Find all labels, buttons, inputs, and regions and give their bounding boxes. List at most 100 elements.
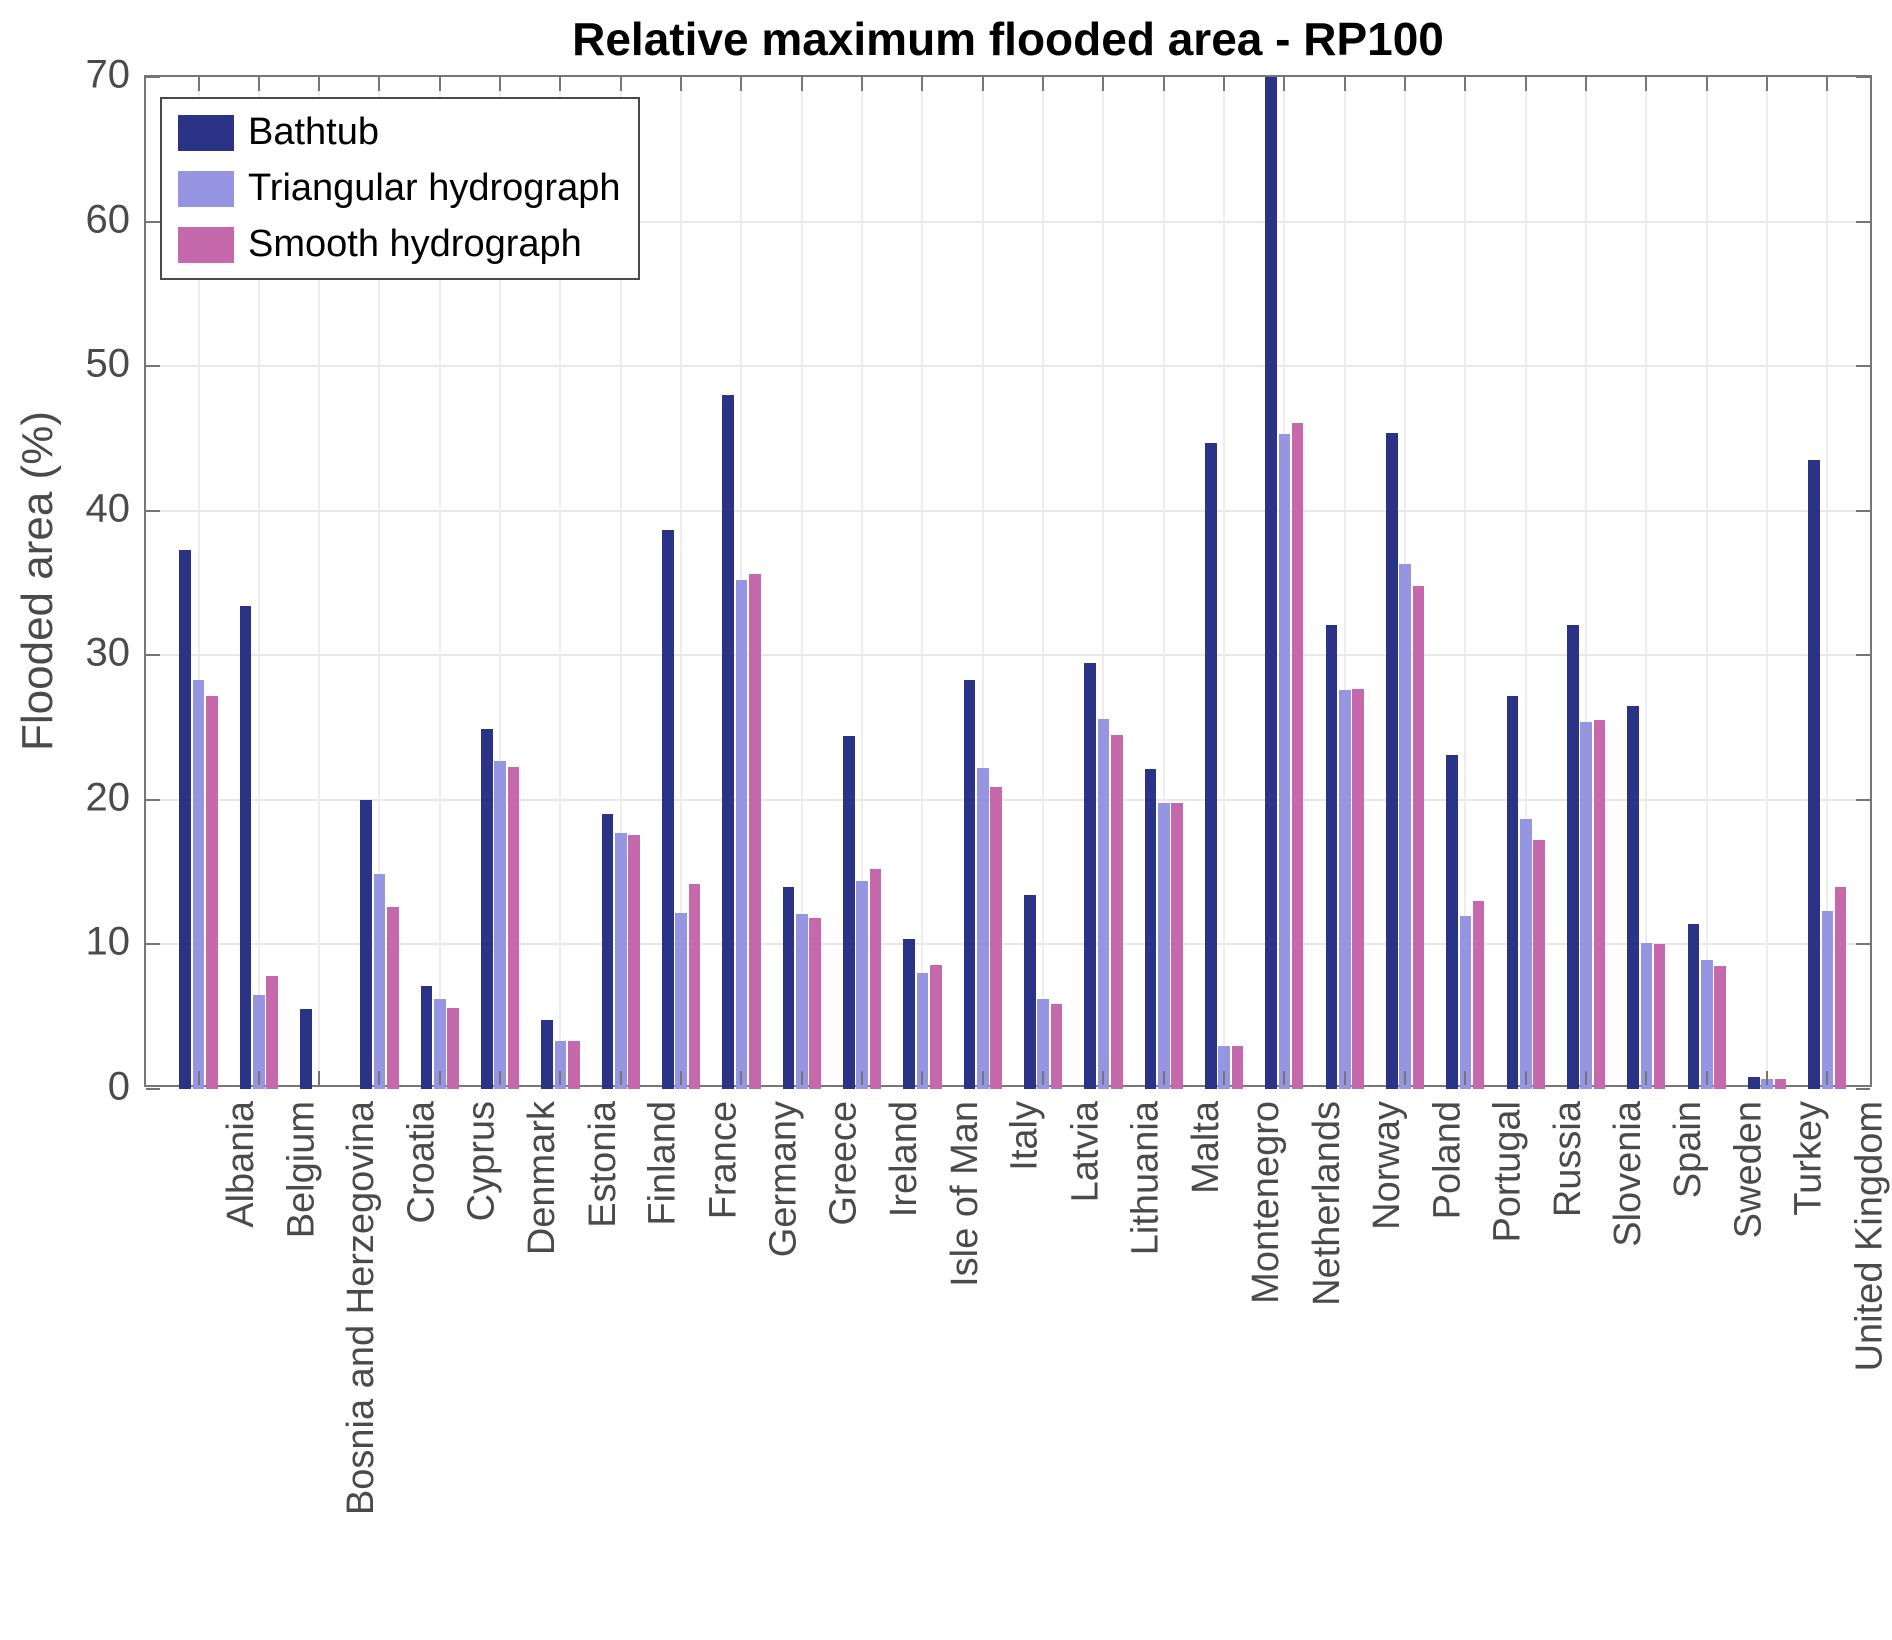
bar-smooth-hydrograph <box>387 906 399 1089</box>
legend-swatch-triangular <box>178 170 234 207</box>
x-tick-mark-top <box>1585 77 1588 91</box>
y-tick-label: 40 <box>85 486 131 531</box>
bar-triangular-hydrograph <box>1821 911 1834 1089</box>
x-tick-label-text: Latvia <box>1064 1101 1107 1203</box>
x-tick-mark-top <box>1705 77 1708 91</box>
bar-triangular-hydrograph <box>735 580 748 1089</box>
x-tick-label-text: Slovenia <box>1607 1101 1650 1247</box>
bar-bathtub <box>1144 769 1157 1089</box>
gridline-v <box>257 77 260 1085</box>
y-tick-mark-right <box>1856 1088 1870 1090</box>
y-tick-mark <box>146 1088 160 1090</box>
y-tick-label: 70 <box>85 52 131 97</box>
x-tick-label-text: Albania <box>219 1101 262 1228</box>
y-tick-mark-right <box>1856 654 1870 657</box>
bar-bathtub <box>843 736 855 1089</box>
legend-item-triangular: Triangular hydrograph <box>178 167 620 210</box>
x-tick-mark-top <box>1524 77 1527 91</box>
gridline-v <box>1826 77 1829 1085</box>
gridline-v <box>499 77 502 1085</box>
x-tick-mark-top <box>318 77 321 91</box>
x-tick-mark <box>680 1071 683 1085</box>
legend-label-triangular: Triangular hydrograph <box>248 167 621 209</box>
bar-triangular-hydrograph <box>796 914 808 1089</box>
x-tick-mark <box>559 1071 562 1085</box>
x-tick-mark-top <box>680 77 683 91</box>
x-tick-mark <box>257 1071 260 1085</box>
bar-triangular-hydrograph <box>916 973 929 1089</box>
x-tick-mark-top <box>981 77 984 91</box>
gridline-v <box>1585 77 1588 1085</box>
y-tick-mark <box>146 220 160 223</box>
gridline-v <box>1102 77 1105 1085</box>
y-axis-label: Flooded area (%) <box>13 411 62 751</box>
bar-smooth-hydrograph <box>1653 944 1666 1089</box>
bar-triangular-hydrograph <box>192 679 205 1089</box>
x-tick-label-text: Cyprus <box>460 1101 503 1222</box>
gridline-v <box>921 77 924 1085</box>
x-tick-label-text: Russia <box>1546 1101 1589 1218</box>
x-tick-mark <box>740 1071 743 1085</box>
bar-smooth-hydrograph <box>1111 734 1123 1089</box>
bar-triangular-hydrograph <box>1339 689 1351 1089</box>
bar-bathtub <box>1084 662 1096 1089</box>
bar-triangular-hydrograph <box>615 833 627 1089</box>
y-tick-mark <box>146 654 160 657</box>
x-tick-label-text: Turkey <box>1788 1101 1831 1216</box>
x-tick-mark-top <box>197 77 200 91</box>
x-tick-mark <box>981 1071 984 1085</box>
gridline-v <box>1766 77 1769 1085</box>
x-tick-mark <box>197 1071 200 1085</box>
gridline-v <box>318 77 321 1085</box>
legend-label-smooth: Smooth hydrograph <box>248 223 582 265</box>
x-tick-mark-top <box>1404 77 1407 91</box>
bar-smooth-hydrograph <box>1231 1045 1244 1089</box>
x-tick-mark <box>1162 1071 1165 1085</box>
x-tick-mark-top <box>861 77 864 91</box>
bar-bathtub <box>1205 442 1217 1089</box>
bar-bathtub <box>1024 895 1036 1089</box>
bar-smooth-hydrograph <box>869 869 882 1089</box>
x-tick-mark-top <box>378 77 381 91</box>
x-tick-mark-top <box>1162 77 1165 91</box>
gridline-h <box>146 220 1870 223</box>
gridline-v <box>197 77 200 1085</box>
bar-smooth-hydrograph <box>1593 720 1606 1089</box>
bar-triangular-hydrograph <box>1459 915 1472 1089</box>
gridline-v <box>1162 77 1165 1085</box>
gridline-v <box>981 77 984 1085</box>
y-tick-mark <box>146 76 160 78</box>
bar-triangular-hydrograph <box>554 1041 567 1089</box>
x-tick-mark <box>1645 1071 1648 1085</box>
y-tick-mark-right <box>1856 943 1870 946</box>
x-tick-label-text: Poland <box>1426 1101 1469 1220</box>
bar-triangular-hydrograph <box>1218 1045 1230 1089</box>
bar-smooth-hydrograph <box>1472 901 1485 1089</box>
gridline-h <box>146 943 1870 946</box>
bar-smooth-hydrograph <box>1834 886 1847 1089</box>
x-tick-mark <box>1042 1071 1045 1085</box>
x-tick-mark <box>1102 1071 1105 1085</box>
bar-triangular-hydrograph <box>1701 960 1713 1089</box>
x-tick-mark-top <box>1826 77 1829 91</box>
bar-bathtub <box>1506 695 1519 1089</box>
y-tick-mark <box>146 798 160 801</box>
bar-smooth-hydrograph <box>1714 966 1726 1089</box>
x-tick-label-text: Spain <box>1667 1101 1710 1199</box>
x-tick-mark <box>1404 1071 1407 1085</box>
gridline-v <box>438 77 441 1085</box>
bar-triangular-hydrograph <box>1097 718 1110 1089</box>
legend-swatch-bathtub <box>178 114 234 151</box>
x-tick-mark <box>1705 1071 1708 1085</box>
gridline-v <box>680 77 683 1085</box>
y-tick-mark <box>146 509 160 512</box>
x-tick-mark-top <box>1042 77 1045 91</box>
x-tick-mark-top <box>1766 77 1769 91</box>
bar-smooth-hydrograph <box>930 964 942 1089</box>
x-tick-label-text: Estonia <box>581 1101 624 1228</box>
x-tick-mark <box>1283 1071 1286 1085</box>
legend-item-bathtub: Bathtub <box>178 111 620 154</box>
x-tick-label-text: France <box>702 1101 745 1220</box>
x-tick-mark <box>1826 1071 1829 1085</box>
